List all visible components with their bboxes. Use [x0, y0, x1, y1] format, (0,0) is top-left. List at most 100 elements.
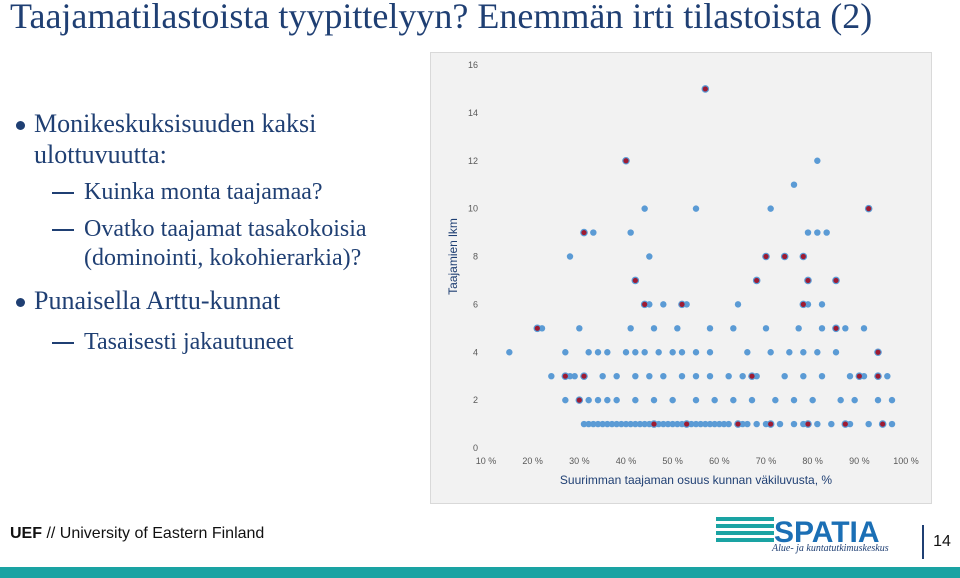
data-point — [702, 420, 709, 428]
x-tick-label: 90 % — [849, 456, 870, 466]
data-point — [585, 396, 592, 404]
data-point — [744, 420, 751, 428]
data-point — [809, 396, 816, 404]
spatia-logo: SPATIA Alue- ja kuntatutkimuskeskus — [716, 516, 889, 554]
data-point — [594, 396, 602, 404]
scatter-chart-panel: 0 2 4 6 8 10 12 14 16 10 % 20 % 30 % 40 % 50 % 60 % 70 … — [430, 52, 932, 504]
data-point — [604, 396, 611, 404]
data-point — [874, 396, 882, 404]
data-point — [604, 349, 611, 356]
data-point — [571, 372, 578, 380]
bottom-color-bar — [0, 567, 960, 578]
data-point — [646, 372, 653, 380]
data-point-arttu — [832, 324, 840, 333]
y-tick-label: 8 — [473, 252, 478, 262]
data-point — [706, 372, 714, 380]
data-point — [725, 420, 732, 428]
data-point — [753, 420, 760, 428]
data-point — [674, 325, 681, 332]
data-point — [613, 372, 620, 380]
logo-wordmark: SPATIA — [774, 516, 880, 549]
data-point — [818, 301, 826, 308]
x-tick-label: 100 % — [893, 456, 919, 466]
data-point — [674, 420, 681, 428]
data-point — [636, 420, 644, 428]
data-point-arttu — [874, 372, 882, 380]
data-point — [585, 349, 592, 356]
data-point-arttu — [799, 252, 808, 261]
data-point — [711, 420, 718, 428]
data-point — [692, 349, 700, 356]
data-point — [814, 157, 821, 164]
data-point-arttu — [682, 420, 691, 428]
data-point — [608, 420, 616, 428]
data-point — [632, 372, 639, 380]
data-point — [814, 420, 821, 428]
footer-sep: // — [42, 525, 60, 542]
data-point — [627, 420, 634, 428]
data-point — [730, 396, 737, 404]
data-point-arttu — [780, 252, 789, 261]
data-point — [776, 420, 784, 428]
data-point — [781, 372, 788, 380]
data-point — [884, 372, 891, 380]
data-point — [660, 420, 667, 428]
data-point — [562, 349, 569, 356]
data-point — [622, 349, 630, 356]
data-point — [632, 349, 639, 356]
data-point — [692, 205, 700, 212]
x-tick-label: 60 % — [709, 456, 730, 466]
data-point-arttu — [701, 85, 710, 93]
data-point — [585, 420, 592, 428]
data-point-arttu — [874, 348, 882, 357]
data-point — [506, 349, 513, 356]
data-point — [650, 325, 658, 332]
data-point — [590, 229, 597, 236]
data-point — [744, 349, 751, 356]
data-point-arttu — [804, 276, 812, 285]
data-point — [618, 420, 625, 428]
data-point — [790, 420, 798, 428]
data-point — [814, 229, 821, 236]
sub-bullet-how-many: Kuinka monta taajamaa? — [12, 178, 432, 207]
data-point — [823, 229, 830, 236]
data-point — [692, 420, 700, 428]
data-point — [641, 349, 648, 356]
data-point — [641, 420, 648, 428]
sub-bullet-evenly: Tasaisesti jakautuneet — [12, 328, 432, 357]
data-point — [725, 372, 732, 380]
data-point — [590, 420, 597, 428]
footer: UEF // University of Eastern Finland SPA… — [0, 515, 960, 578]
data-point — [632, 396, 639, 404]
data-point — [790, 181, 798, 188]
data-point — [594, 420, 602, 428]
page-number: 14 — [922, 525, 960, 559]
data-point — [632, 420, 639, 428]
data-point — [767, 349, 774, 356]
data-point-arttu — [878, 420, 887, 428]
bullet-monikeskuksisuus: Monikeskuksisuuden kaksi ulottuvuutta: — [12, 108, 432, 170]
y-axis-label: Taajamien lkm — [446, 218, 460, 295]
bullet-arttu: Punaisella Arttu-kunnat — [12, 285, 432, 316]
scatter-chart: 0 2 4 6 8 10 12 14 16 10 % 20 % 30 % 40 % 50 % 60 % 70 … — [446, 60, 919, 487]
y-tick-label: 16 — [468, 60, 478, 70]
data-point — [678, 372, 686, 380]
data-point — [706, 349, 714, 356]
data-point — [627, 229, 634, 236]
data-point-arttu — [864, 204, 873, 213]
x-tick-label: 70 % — [756, 456, 777, 466]
data-point — [804, 229, 812, 236]
x-tick-label: 30 % — [569, 456, 590, 466]
data-point — [814, 349, 821, 356]
data-point — [739, 372, 746, 380]
data-point — [716, 420, 723, 428]
data-point-arttu — [799, 300, 808, 309]
data-point-arttu — [766, 420, 775, 428]
x-tick-label: 40 % — [616, 456, 637, 466]
data-point — [842, 325, 849, 332]
data-point-arttu — [631, 276, 640, 285]
data-point-arttu — [650, 420, 658, 428]
footer-org-name: University of Eastern Finland — [59, 525, 265, 542]
data-point — [720, 420, 728, 428]
data-point — [786, 349, 793, 356]
